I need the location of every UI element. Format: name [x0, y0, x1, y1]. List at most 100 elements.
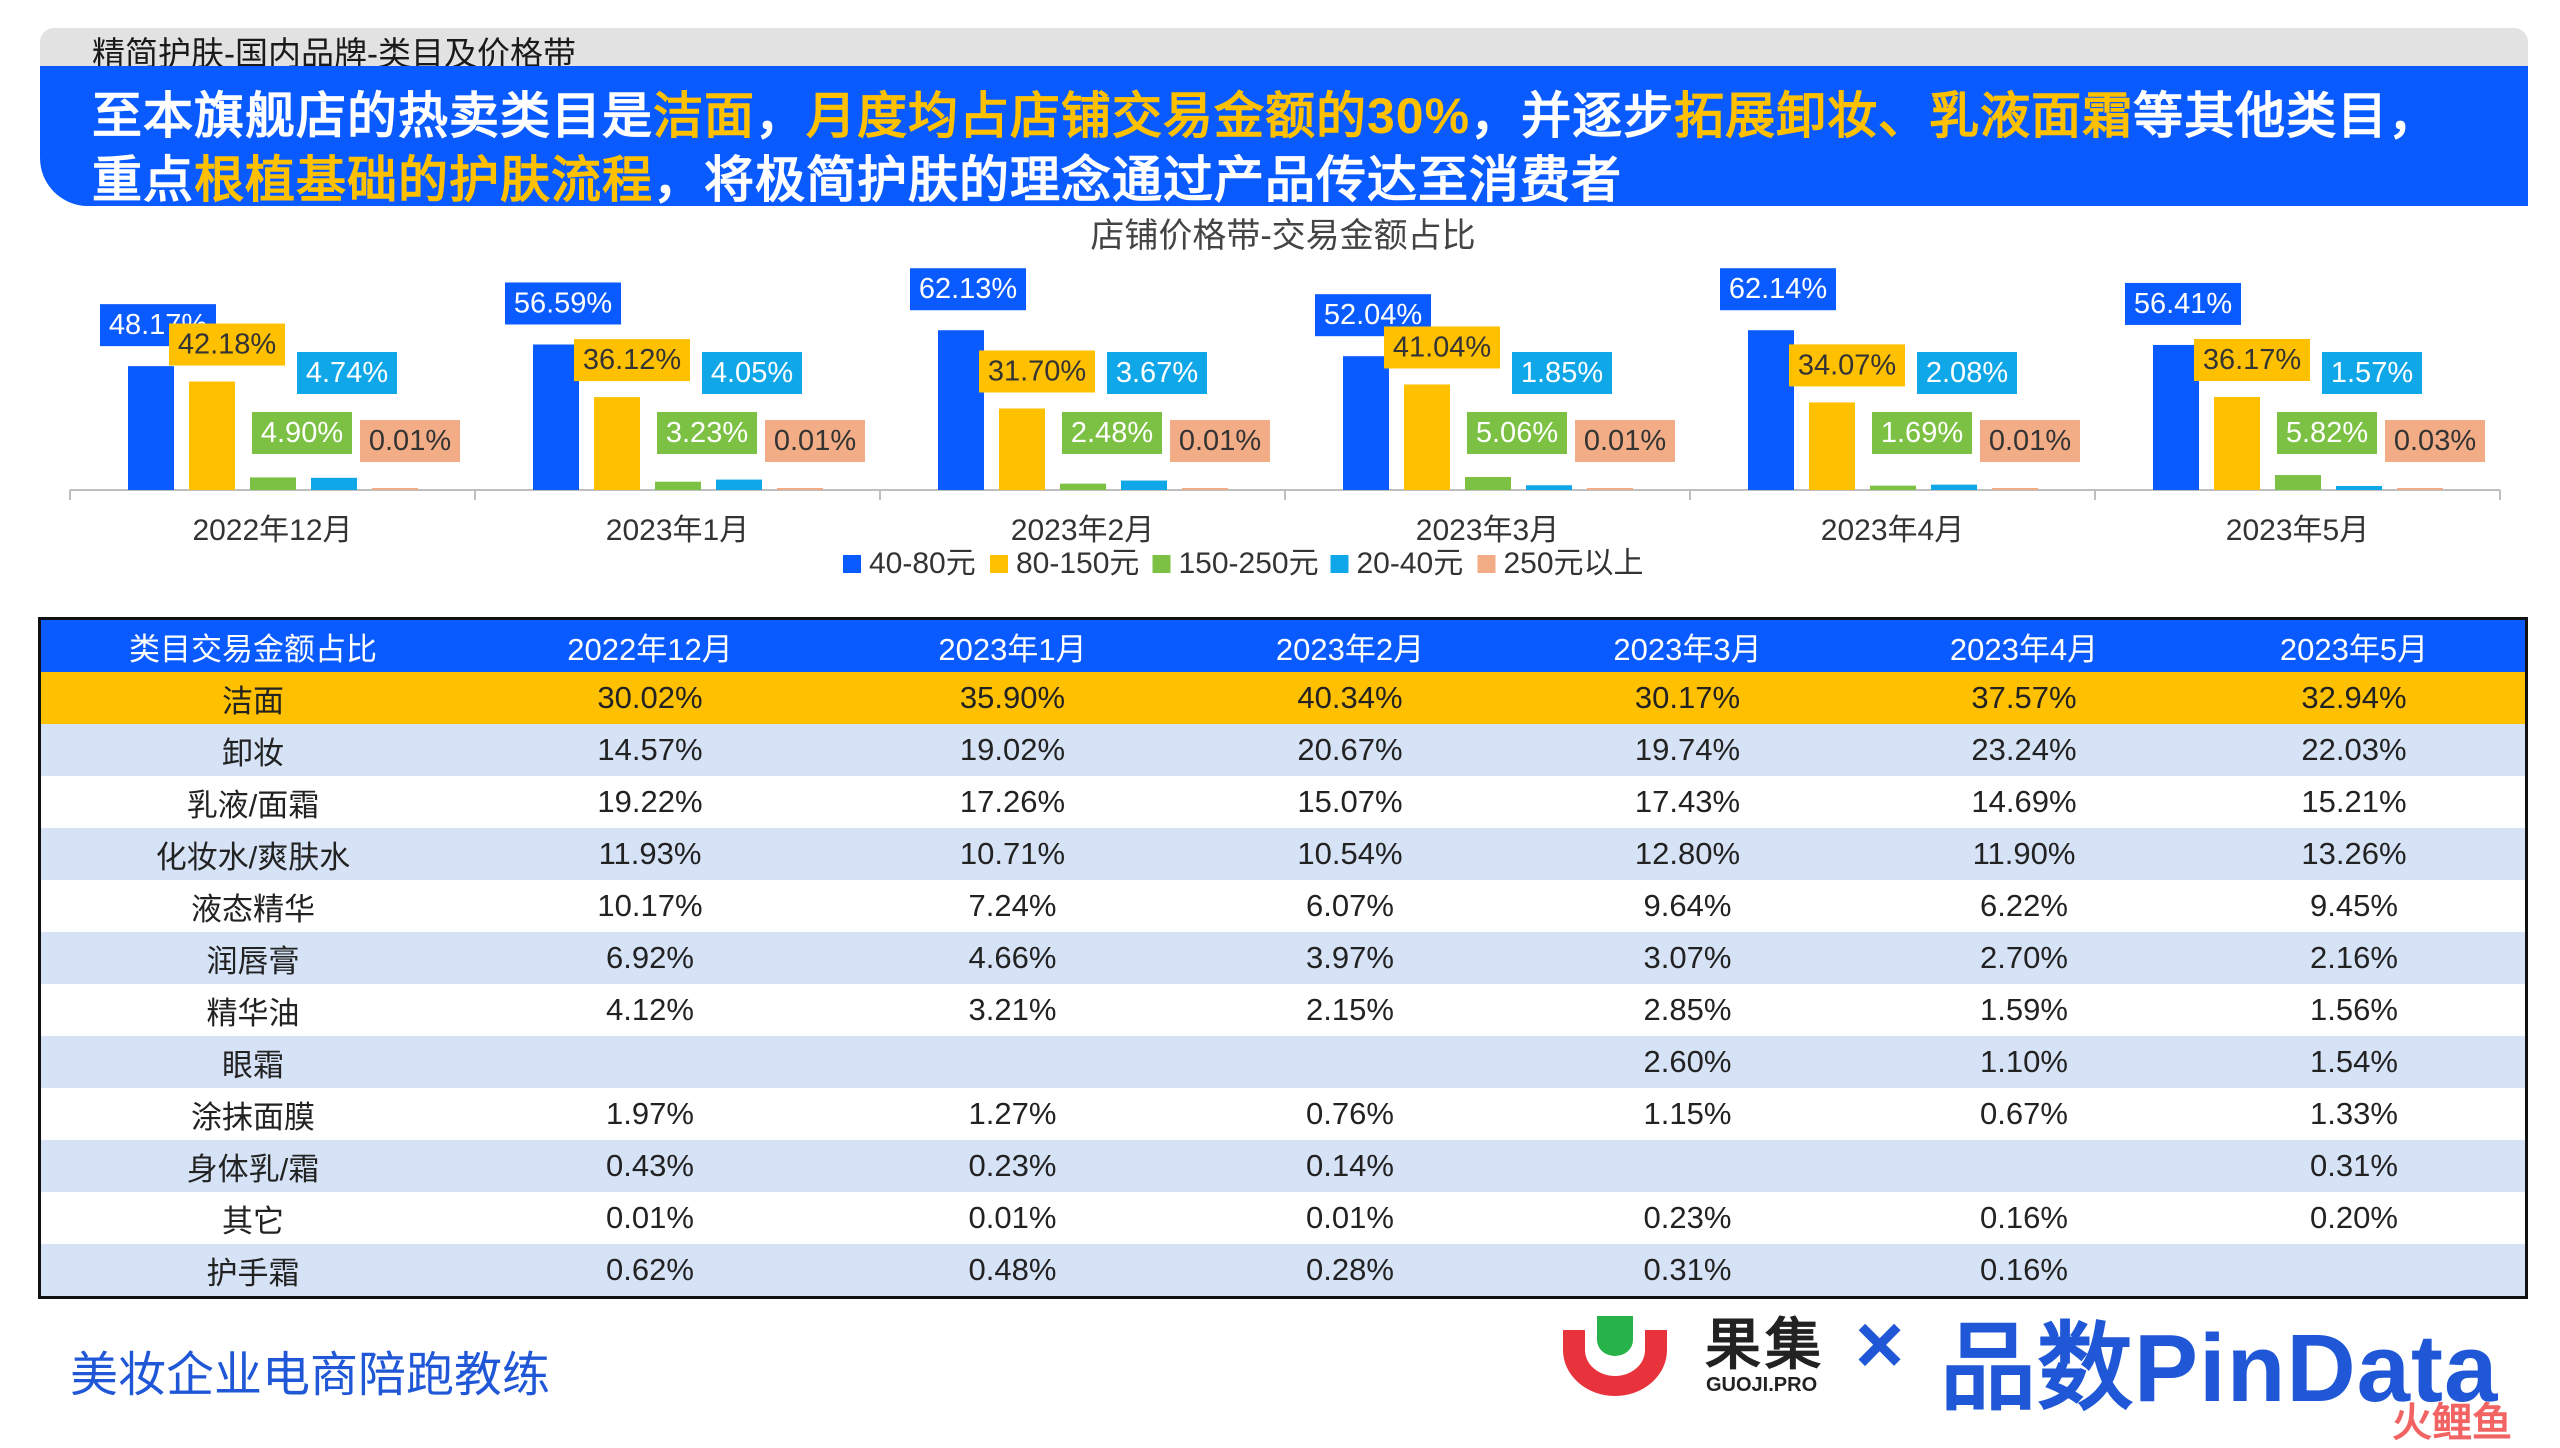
data-label-box	[1467, 412, 1567, 454]
data-label-box	[1062, 412, 1162, 454]
headline-segment: ，将极简护肤的理念通过产品传达至消费者	[653, 152, 1622, 208]
data-label-150-250元: 5.06%	[1467, 412, 1567, 454]
bar-20-40元	[716, 479, 762, 490]
legend-swatch-40-80元	[843, 555, 861, 573]
legend-label: 40-80元	[869, 547, 976, 580]
table-header-category: 类目交易金额占比	[129, 631, 377, 667]
data-label-box	[2194, 338, 2310, 381]
table-row: 涂抹面膜 1.97% 1.27% 0.76% 1.15% 0.67% 1.33%	[41, 1088, 2525, 1140]
table-header-month: 2023年2月	[1275, 631, 1425, 667]
headline-banner-tail	[2488, 66, 2528, 206]
data-label-text: 1.85%	[1521, 357, 1603, 389]
legend-swatch-150-250元	[1152, 555, 1171, 573]
data-label-text: 4.90%	[261, 417, 343, 449]
data-label-text: 0.01%	[1584, 425, 1666, 457]
bar-80-150元	[1404, 384, 1450, 490]
table-cell: 0.01%	[606, 1200, 694, 1235]
data-label-box	[169, 323, 285, 366]
data-label-40-80元: 62.13%	[910, 268, 1026, 311]
data-label-text: 31.70%	[988, 355, 1086, 387]
row-category-label: 其它	[222, 1203, 284, 1239]
row-category-label: 身体乳/霜	[186, 1151, 320, 1187]
headline-segment: 洁面	[653, 88, 755, 144]
table-cell: 15.07%	[1297, 784, 1403, 819]
table-cell: 30.02%	[597, 680, 703, 715]
table-cell: 3.07%	[1643, 940, 1732, 975]
data-label-80-150元: 31.70%	[979, 350, 1095, 393]
row-category-label: 眼霜	[222, 1047, 284, 1083]
bar-40-80元	[533, 344, 579, 490]
table-cell: 19.22%	[597, 784, 703, 819]
bar-20-40元	[1121, 480, 1167, 490]
data-label-box	[2385, 420, 2485, 462]
legend-label: 80-150元	[1016, 547, 1139, 580]
collab-times-icon: ×	[1855, 1297, 1905, 1391]
table-cell: 4.66%	[968, 940, 1057, 975]
bar-150-250元	[2275, 475, 2321, 490]
table-row: 润唇膏 6.92% 4.66% 3.97% 3.07% 2.70% 2.16%	[41, 932, 2525, 984]
data-label-text: 0.01%	[369, 425, 451, 457]
table-cell	[1510, 1140, 1865, 1192]
headline-segment: 拓展卸妆、乳液面霜	[1674, 88, 2134, 144]
data-label-box	[360, 420, 460, 462]
table-header-month: 2023年3月	[1613, 631, 1762, 667]
table-cell: 9.45%	[2310, 888, 2398, 923]
watermark: 火鲤鱼	[2392, 1401, 2512, 1445]
row-category-label: 化妆水/爽肤水	[155, 839, 351, 875]
data-label-text: 0.01%	[774, 425, 856, 457]
table-row: 液态精华 10.17% 7.24% 6.07% 9.64% 6.22% 9.45%	[41, 880, 2525, 932]
row-category-label: 润唇膏	[206, 943, 300, 979]
data-label-text: 34.07%	[1798, 349, 1896, 381]
bar-250元以上	[2397, 488, 2443, 490]
bar-40-80元	[938, 330, 984, 490]
table-cell: 19.74%	[1634, 732, 1741, 767]
table-cell	[2183, 1244, 2525, 1296]
table-cell: 1.27%	[968, 1096, 1057, 1131]
bar-20-40元	[2336, 485, 2382, 490]
guoji-brand-url: GUOJI.PRO	[1706, 1374, 1818, 1396]
table-cell: 0.67%	[1980, 1096, 2068, 1131]
headline-segment: 至本旗舰店的热卖类目是	[92, 88, 653, 144]
data-label-text: 2.48%	[1071, 417, 1153, 449]
data-label-box	[1872, 412, 1972, 454]
bar-40-80元	[128, 366, 174, 490]
bar-40-80元	[1343, 356, 1389, 490]
table-cell: 0.20%	[2310, 1200, 2398, 1235]
table-cell: 6.22%	[1980, 888, 2068, 923]
data-label-box	[574, 339, 690, 382]
data-label-250元以上: 0.01%	[765, 420, 865, 462]
guoji-logo-icon	[1563, 1316, 1667, 1396]
table-cell: 10.54%	[1297, 836, 1403, 871]
table-row: 化妆水/爽肤水 11.93% 10.71% 10.54% 12.80% 11.90% 13.…	[41, 828, 2525, 880]
table-cell: 37.57%	[1971, 680, 2077, 715]
data-label-80-150元: 41.04%	[1384, 326, 1500, 369]
data-label-250元以上: 0.01%	[1980, 420, 2080, 462]
table-cell: 6.92%	[606, 940, 694, 975]
table-cell: 14.57%	[597, 732, 703, 767]
bar-20-40元	[1931, 484, 1977, 490]
data-label-box	[979, 350, 1095, 393]
table-cell: 0.23%	[1643, 1200, 1732, 1235]
data-label-150-250元: 3.23%	[657, 412, 757, 454]
data-label-box	[1980, 420, 2080, 462]
x-tick-label: 2023年3月	[1416, 514, 1559, 547]
table-cell: 0.23%	[968, 1148, 1057, 1183]
table-cell: 30.17%	[1634, 680, 1741, 715]
table-cell	[1865, 1140, 2183, 1192]
table-row: 卸妆 14.57% 19.02% 20.67% 19.74% 23.24% 22.03%	[41, 724, 2525, 776]
legend-label: 150-250元	[1179, 547, 1319, 580]
bar-150-250元	[655, 481, 701, 490]
legend-swatch-80-150元	[990, 555, 1008, 573]
data-label-250元以上: 0.01%	[360, 420, 460, 462]
table-cell: 14.69%	[1971, 784, 2077, 819]
table-cell: 12.80%	[1634, 836, 1741, 871]
table-cell: 2.16%	[2310, 940, 2398, 975]
table-cell: 0.01%	[1306, 1200, 1394, 1235]
table-cell: 0.16%	[1980, 1200, 2068, 1235]
data-label-box	[1512, 352, 1612, 394]
row-category-label: 洁面	[222, 683, 284, 719]
price-band-chart: 店铺价格带-交易金额占比 2022年12月48.17%42.18%4.90%4.…	[69, 217, 2501, 580]
table-cell: 4.12%	[606, 992, 694, 1027]
data-label-box	[505, 282, 621, 325]
data-label-80-150元: 34.07%	[1789, 344, 1905, 387]
